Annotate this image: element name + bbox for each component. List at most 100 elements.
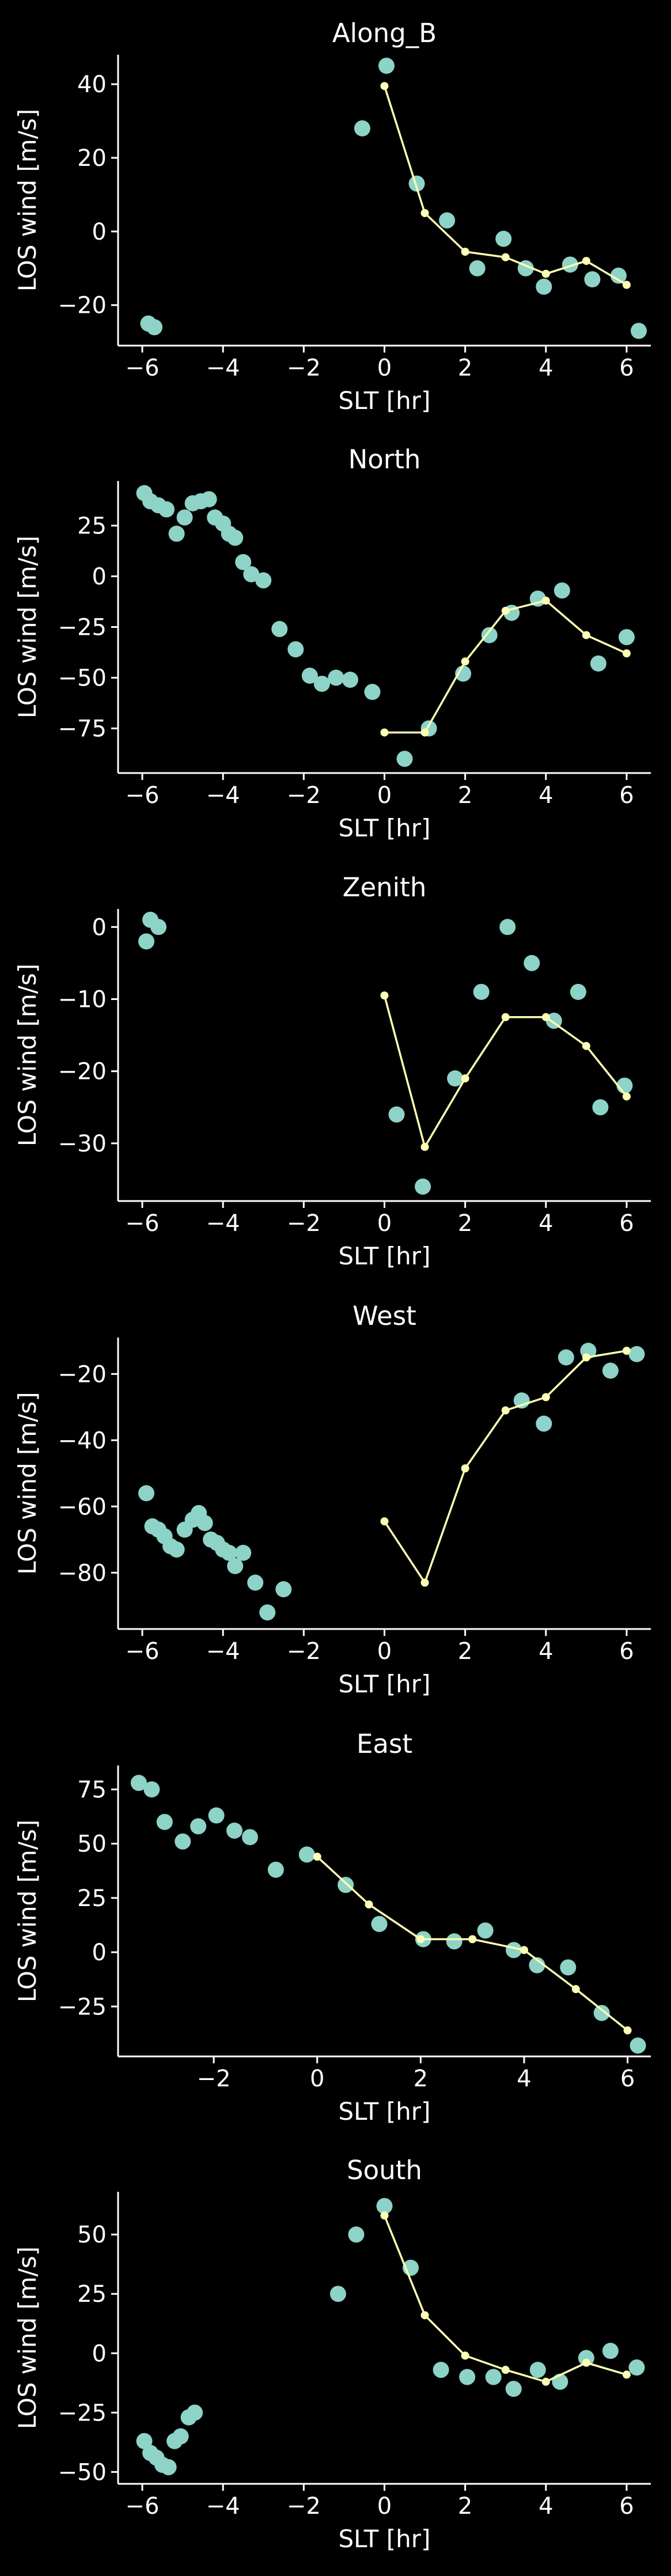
line-marker — [622, 2370, 631, 2379]
x-tick-label: 2 — [458, 1638, 472, 1665]
x-tick-label: 2 — [414, 2066, 428, 2092]
line-marker — [582, 631, 590, 639]
scatter-point — [348, 2226, 365, 2243]
scatter-point — [243, 566, 260, 582]
x-axis-label: SLT [hr] — [339, 1242, 431, 1270]
scatter-point — [338, 1877, 354, 1893]
scatter-point — [130, 1775, 147, 1791]
line-marker — [461, 1074, 469, 1083]
chart-title: Zenith — [343, 872, 427, 903]
scatter-point — [242, 1829, 259, 1846]
line-marker — [501, 2366, 510, 2374]
scatter-point — [473, 983, 490, 1000]
line-marker — [420, 209, 429, 217]
chart-title: West — [352, 1301, 416, 1331]
scatter-point — [200, 491, 217, 507]
x-tick-label: 4 — [539, 1638, 553, 1665]
x-tick-label: 6 — [620, 2066, 635, 2092]
x-tick-label: 0 — [377, 782, 392, 809]
line-marker — [582, 2358, 590, 2367]
y-tick-label: −25 — [58, 1994, 107, 2020]
y-tick-label: 40 — [77, 71, 107, 98]
scatter-point — [329, 2286, 346, 2302]
x-tick-label: 0 — [310, 2066, 324, 2092]
scatter-point — [499, 919, 516, 935]
scatter-point — [578, 2350, 594, 2366]
line-marker — [541, 2377, 550, 2386]
x-tick-label: 4 — [539, 355, 553, 381]
y-tick-label: −20 — [58, 1059, 107, 1085]
line-marker — [541, 1013, 550, 1021]
y-tick-label: −80 — [58, 1560, 107, 1586]
x-tick-label: −6 — [126, 355, 160, 381]
line-marker — [541, 270, 550, 278]
scatter-point — [271, 621, 288, 638]
y-axis-label: LOS wind [m/s] — [13, 1392, 41, 1574]
scatter-point — [227, 529, 244, 546]
x-tick-label: 2 — [458, 2493, 472, 2520]
line-marker — [622, 649, 631, 658]
x-tick-label: 0 — [377, 2493, 392, 2520]
x-tick-label: 2 — [458, 1210, 472, 1237]
x-axis-label: SLT [hr] — [339, 1670, 431, 1698]
y-tick-label: 25 — [77, 513, 107, 539]
line-marker — [501, 1013, 510, 1021]
scatter-point — [196, 1515, 213, 1531]
chart-east: East −2 0 2 4 6 −25 0 25 50 75 SLT [hr] LOS wind [m/… — [13, 1729, 651, 2126]
scatter-point — [168, 525, 185, 542]
y-tick-label: −40 — [58, 1427, 107, 1454]
scatter-point — [342, 672, 358, 688]
y-axis-label: LOS wind [m/s] — [13, 2247, 41, 2429]
line-marker — [420, 1143, 429, 1151]
x-tick-label: 6 — [619, 1210, 634, 1237]
line-marker — [622, 1092, 631, 1101]
y-tick-label: −75 — [58, 716, 107, 743]
scatter-point — [584, 271, 601, 287]
scatter-point — [226, 1823, 243, 1839]
scatter-point — [378, 58, 395, 74]
scatter-point — [313, 676, 330, 692]
line-marker — [582, 1353, 590, 1362]
chart-north: North −6 −4 −2 0 2 4 6 −75 −50 −25 0 25 SLT [hr] LOS w… — [13, 444, 651, 842]
chart-title: Along_B — [332, 18, 437, 48]
scatter-point — [602, 1362, 619, 1379]
x-tick-label: 0 — [377, 355, 392, 381]
line-marker — [420, 728, 429, 737]
scatter-point — [536, 278, 552, 295]
line-marker — [380, 728, 389, 737]
y-tick-label: 75 — [77, 1776, 107, 1803]
scatter-point — [160, 2459, 177, 2476]
scatter-point — [150, 919, 167, 935]
y-tick-label: −50 — [58, 665, 107, 692]
scatter-point — [495, 230, 512, 247]
scatter-point — [469, 260, 486, 276]
scatter-point — [560, 1959, 577, 1976]
scatter-point — [592, 1099, 609, 1116]
line-marker — [468, 1935, 477, 1944]
scatter-point — [536, 1415, 552, 1432]
line-marker — [461, 247, 469, 256]
scatter-point — [138, 933, 155, 950]
line-marker — [520, 1946, 528, 1954]
line-marker — [380, 1517, 389, 1526]
y-tick-label: 25 — [77, 2281, 107, 2308]
line-marker — [380, 991, 389, 1000]
scatter-point — [158, 501, 175, 518]
line-marker — [622, 281, 631, 289]
line-marker — [571, 1985, 580, 1994]
x-tick-label: −6 — [126, 782, 160, 809]
line-series — [384, 1350, 627, 1585]
scatter-point — [505, 2381, 522, 2397]
y-tick-label: 0 — [92, 219, 107, 245]
line-marker — [416, 1935, 425, 1944]
scatter-point — [287, 641, 304, 658]
scatter-point — [628, 1346, 645, 1362]
x-tick-label: 6 — [619, 355, 634, 381]
scatter-point — [376, 2198, 393, 2214]
x-tick-label: −2 — [287, 2493, 321, 2520]
line-marker — [313, 1853, 321, 1861]
y-tick-label: −20 — [58, 1361, 107, 1388]
y-tick-label: −50 — [58, 2459, 107, 2486]
scatter-point — [593, 2005, 610, 2021]
x-tick-label: −2 — [197, 2066, 231, 2092]
